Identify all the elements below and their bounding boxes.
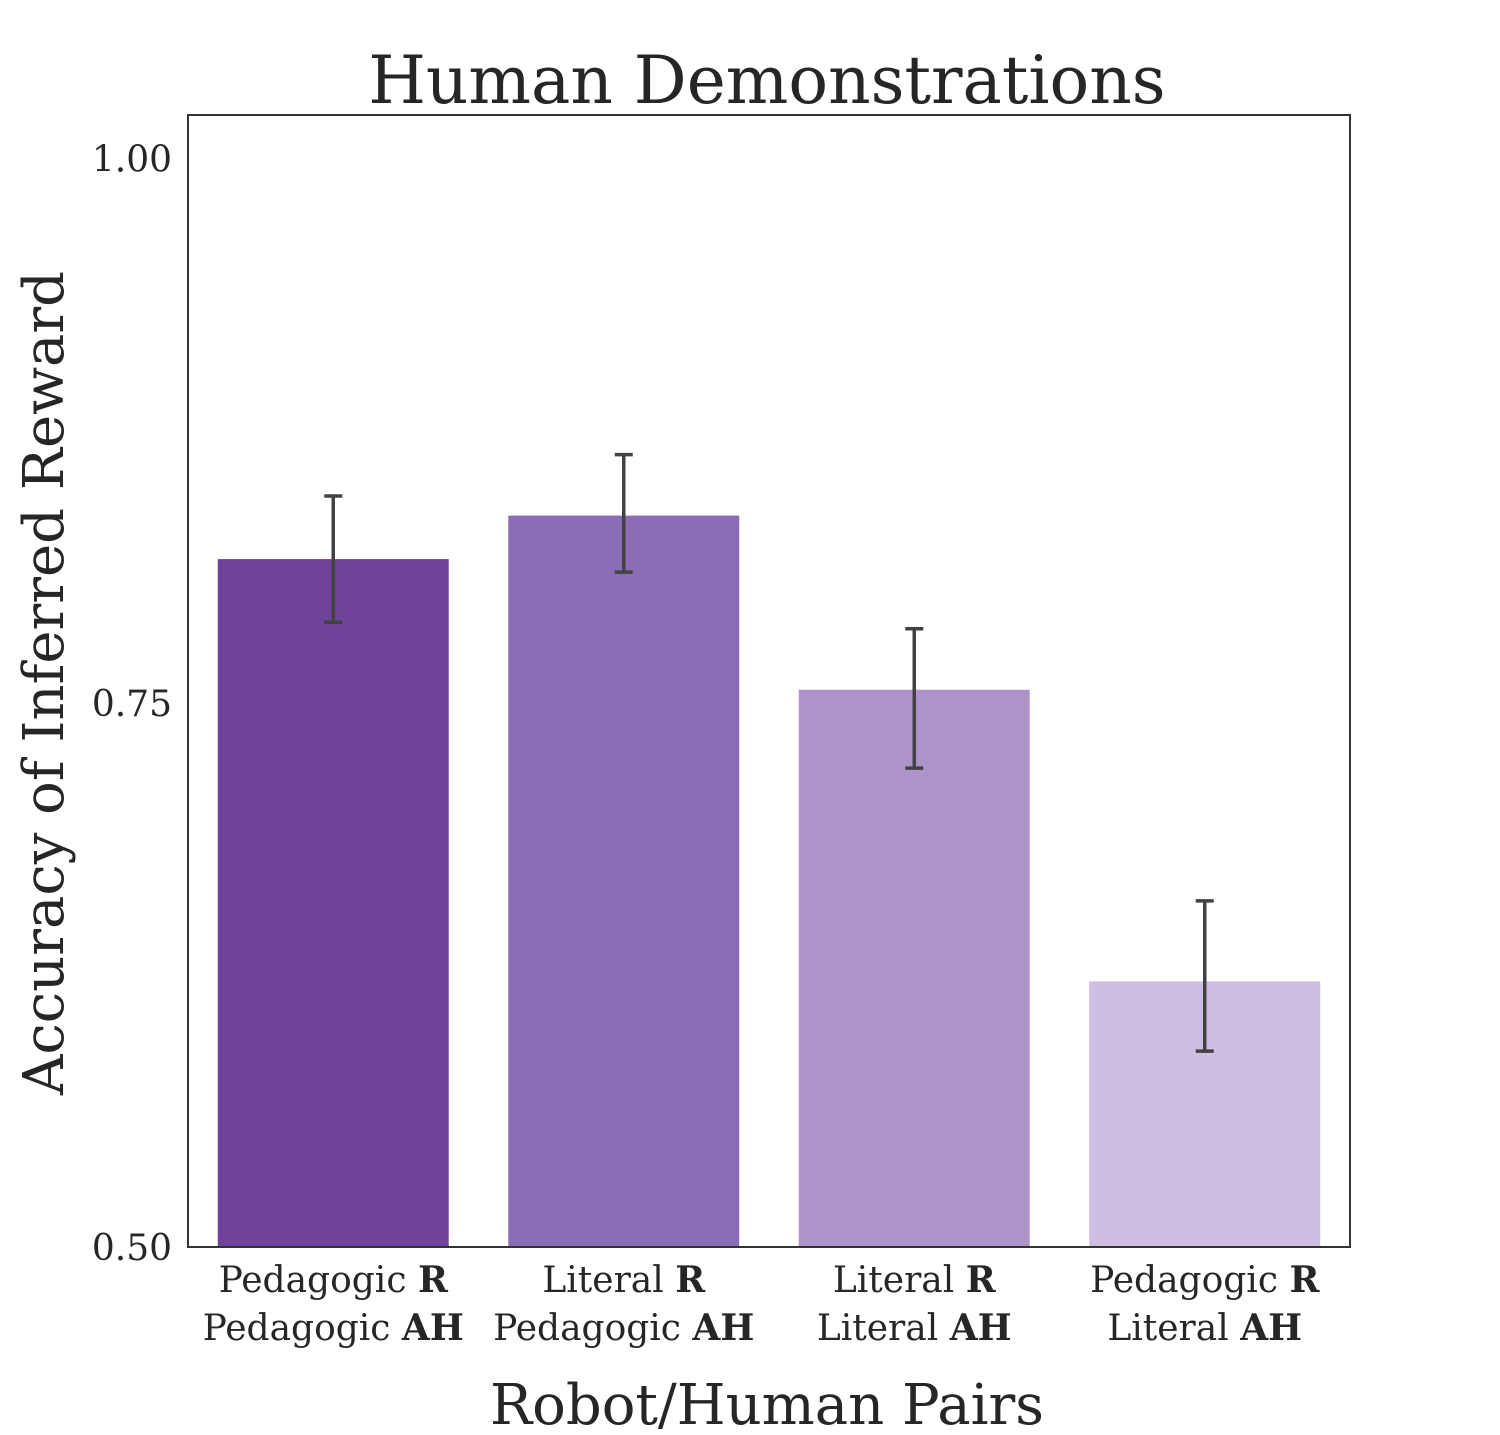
bar-1 [217,559,449,1247]
bar-3 [798,689,1030,1247]
bars-layer [217,515,1321,1247]
category-label-1: Pedagogic R Pedagogic AH [203,1259,464,1349]
x-category-labels: Pedagogic R Pedagogic AH Literal R Pedagogi… [203,1259,1321,1349]
plot-frame [187,114,1351,1248]
error-bar-4 [1195,899,1214,1053]
category-label-3: Literal R Literal AH [817,1259,1012,1349]
y-tick-labels: 0.50 0.75 1.00 [92,140,172,1269]
error-bar-2 [614,452,633,574]
chart-title: Human Demonstrations [368,42,1165,119]
y-tick-label: 0.75 [92,684,172,725]
error-bar-1 [324,494,343,624]
x-axis-label: Robot/Human Pairs [490,1373,1044,1435]
bar-2 [508,515,740,1247]
category-label-2: Literal R Pedagogic AH [493,1259,754,1349]
y-tick-label: 1.00 [92,140,172,181]
category-label-4: Pedagogic R Literal AH [1090,1259,1320,1349]
y-tick-label: 0.50 [92,1228,172,1269]
error-bar-3 [905,627,924,770]
error-bars-layer [324,452,1214,1053]
y-axis-label: Accuracy of Inferred Reward [12,271,77,1096]
